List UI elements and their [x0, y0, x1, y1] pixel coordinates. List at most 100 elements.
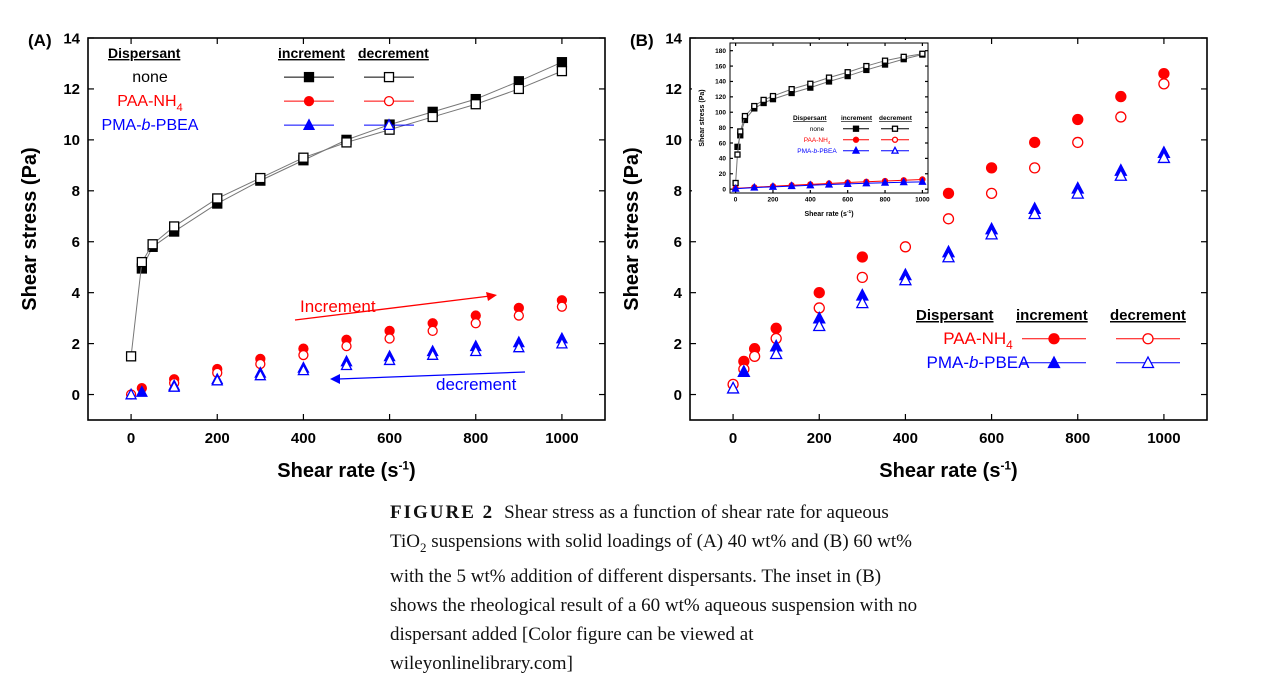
plot-frame [689, 37, 1208, 421]
y-tick-label: 160 [715, 63, 726, 70]
data-point [844, 69, 851, 76]
data-point [843, 179, 852, 187]
y-tick-label: 0 [72, 387, 80, 404]
data-point [470, 318, 481, 329]
legend-header: Dispersant [916, 307, 994, 324]
data-point [734, 143, 741, 150]
x-tick-label: 200 [768, 197, 779, 204]
legend-marker [383, 95, 395, 107]
y-tick-label: 20 [719, 171, 727, 178]
data-point [985, 187, 998, 199]
data-point [760, 96, 767, 104]
data-point [1158, 78, 1170, 90]
x-axis-label: Shear rate (s-1) [277, 458, 415, 482]
data-point [1157, 150, 1171, 164]
data-point [340, 358, 353, 371]
data-point [556, 65, 568, 77]
data-point [341, 137, 352, 148]
legend-label-tail: -PBEA [978, 353, 1030, 372]
data-point [899, 177, 908, 186]
legend-header: decrement [1110, 307, 1186, 324]
data-point [825, 74, 833, 81]
caption-tio2-sub: 2 [419, 539, 427, 555]
caption-line-4: shows the rheological result of a 60 wt%… [390, 594, 918, 616]
y-tick-label: 8 [72, 183, 80, 200]
legend-label-sub: 4 [828, 140, 831, 145]
y-tick-label: 8 [674, 183, 682, 200]
data-point [855, 295, 869, 309]
x-tick-label: 800 [463, 430, 488, 447]
legend-label-tail: -PBEA [817, 148, 837, 155]
annotations: Increment decrement [294, 292, 526, 394]
series-none-increment [136, 57, 568, 274]
decrement-arrow [337, 371, 526, 380]
legend-marker [1141, 355, 1155, 369]
data-point [1158, 68, 1170, 80]
x-tick-label: 800 [880, 197, 891, 204]
legend-label-text: none [810, 126, 825, 133]
data-point [212, 193, 223, 204]
data-point [824, 179, 834, 188]
x-tick-label: 1000 [915, 197, 930, 204]
x-tick-label: 400 [893, 430, 918, 447]
data-point [1072, 136, 1084, 149]
data-point [168, 380, 181, 392]
x-tick-label: 400 [291, 430, 316, 447]
y-tick-label: 4 [72, 285, 81, 302]
legend-marker [383, 71, 395, 83]
x-tick-label: 1000 [1147, 430, 1180, 447]
y-tick-label: 4 [674, 285, 683, 302]
data-point [985, 226, 999, 240]
caption-line-6: wileyonlinelibrary.com] [390, 652, 573, 674]
data-point [1072, 113, 1084, 126]
panel-label: (B) [630, 31, 654, 50]
legend-label-text: PAA-NH [117, 93, 176, 110]
data-point [125, 387, 138, 400]
x-tick-label: 0 [127, 430, 135, 447]
y-tick-label: 10 [63, 132, 80, 149]
caption-line-5: dispersant added [Color figure can be vi… [390, 623, 754, 645]
caption-line-1: Shear stress as a function of shear rate… [504, 502, 889, 523]
legend-label: none [132, 69, 168, 86]
legend-label-text: PAA-NH [804, 137, 828, 144]
legend-marker [1047, 355, 1061, 369]
series-pma-b-pbea-increment [731, 177, 927, 192]
data-point [807, 80, 814, 87]
data-point [1071, 186, 1085, 199]
data-point [512, 340, 525, 353]
data-point [734, 151, 741, 158]
data-point [813, 287, 825, 299]
data-point [942, 213, 955, 225]
legend-label-italic: b [142, 117, 151, 134]
x-tick-label: 0 [729, 430, 737, 447]
increment-arrow [294, 295, 491, 321]
y-tick-label: 14 [665, 30, 682, 47]
x-tick-label: 0 [734, 197, 738, 204]
legend-label-italic: b [814, 148, 818, 155]
data-point [1029, 136, 1041, 149]
data-point [769, 92, 777, 100]
caption-line-2: suspensions with solid loadings of (A) 4… [426, 531, 912, 552]
y-tick-label: 0 [722, 186, 726, 193]
y-tick-label: 40 [719, 156, 727, 163]
data-point [297, 363, 310, 376]
data-point [863, 62, 870, 70]
y-tick-label: 60 [719, 140, 727, 147]
legend-label: none [810, 126, 825, 133]
y-tick-label: 140 [715, 79, 726, 86]
legend-label: PAA-NH4 [943, 329, 1013, 352]
y-tick-label: 100 [715, 110, 726, 117]
series-none-decrement [125, 65, 568, 362]
legend-marker [303, 95, 315, 107]
series-none-decrement [732, 50, 926, 187]
series-pma-b-pbea-decrement [125, 336, 568, 400]
x-tick-label: 600 [979, 430, 1004, 447]
legend-header: Dispersant [108, 45, 181, 61]
data-point [469, 344, 482, 357]
data-point [254, 368, 267, 381]
legend-label-sub: 4 [1006, 338, 1013, 352]
y-tick-label: 80 [719, 125, 727, 132]
legend-header: increment [1016, 307, 1088, 324]
x-tick-label: 600 [377, 430, 402, 447]
y-axis-label: Shear stress (Pa) [699, 89, 706, 146]
